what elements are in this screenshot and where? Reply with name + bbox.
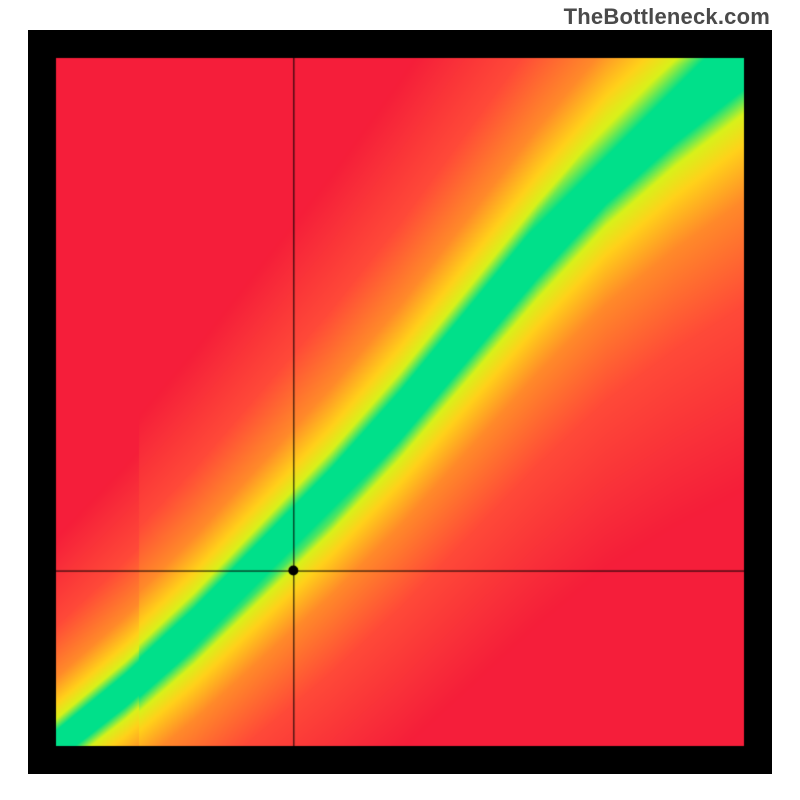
chart-frame xyxy=(28,30,772,774)
watermark-text: TheBottleneck.com xyxy=(564,4,770,30)
chart-container: TheBottleneck.com xyxy=(0,0,800,800)
heatmap-canvas xyxy=(28,30,772,774)
